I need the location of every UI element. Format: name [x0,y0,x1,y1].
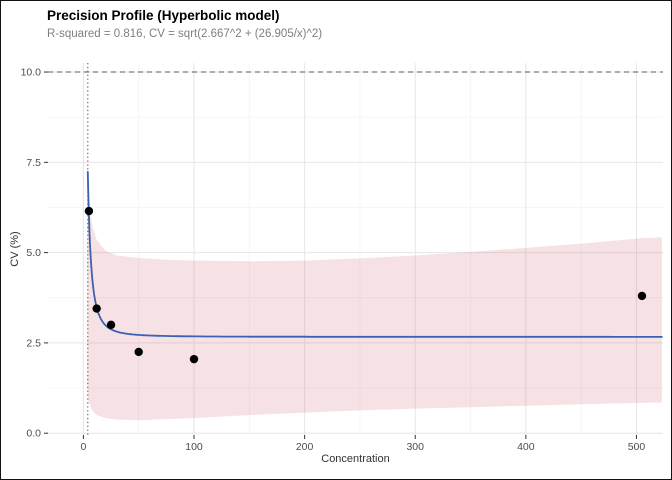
x-tick-label: 0 [80,441,86,453]
data-point [106,320,116,330]
confidence-band [87,167,662,421]
y-tick-label: 2.5 [26,337,41,349]
chart-title: Precision Profile (Hyperbolic model) [47,8,280,23]
y-axis-title: CV (%) [9,231,21,267]
data-point [134,347,143,357]
y-tick-label: 10.0 [21,67,42,79]
data-point [84,206,94,216]
fit-line [86,171,663,338]
x-tick-label: 400 [517,441,535,453]
x-tick-label: 500 [628,441,646,453]
data-point [92,304,101,313]
y-tick-label: 7.5 [26,157,41,169]
x-tick-label: 300 [406,441,424,453]
data-point [637,291,647,301]
x-tick-label: 200 [296,441,314,453]
chart-subtitle: R-squared = 0.816, CV = sqrt(2.667^2 + (… [47,28,323,40]
x-axis-title: Concentration [321,453,390,465]
data-point [189,354,199,364]
y-tick-label: 5.0 [26,247,41,259]
x-tick-label: 100 [185,441,203,453]
panel-background [48,63,663,435]
y-tick-label: 0.0 [26,428,41,440]
